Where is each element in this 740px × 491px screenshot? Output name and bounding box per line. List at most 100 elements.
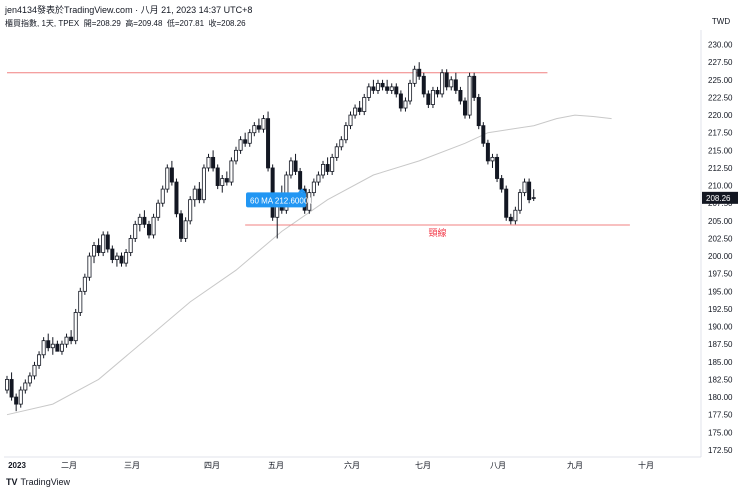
candle-body bbox=[142, 216, 147, 225]
candle-body bbox=[307, 192, 312, 211]
candle-body bbox=[334, 146, 339, 158]
candle-body bbox=[92, 245, 97, 257]
tradingview-brand: TV TradingView bbox=[6, 477, 70, 487]
candle bbox=[124, 249, 129, 267]
price-tick-label: 195.00 bbox=[708, 287, 733, 296]
price-tick-label: 182.50 bbox=[708, 375, 733, 384]
candle-body bbox=[385, 86, 390, 91]
candle bbox=[385, 79, 390, 94]
currency-label[interactable]: TWD bbox=[711, 17, 731, 26]
candle bbox=[206, 153, 211, 172]
candle bbox=[133, 220, 138, 242]
candle-body bbox=[321, 164, 326, 176]
candle-body bbox=[32, 364, 37, 377]
candle-body bbox=[101, 234, 106, 253]
candle-body bbox=[339, 139, 344, 148]
candle-body bbox=[522, 181, 527, 194]
candle bbox=[435, 86, 440, 98]
candle-body bbox=[316, 174, 321, 183]
candle-body bbox=[105, 234, 110, 250]
candle bbox=[156, 199, 161, 221]
candle bbox=[46, 333, 51, 352]
candle-body bbox=[348, 114, 353, 127]
candle bbox=[32, 361, 37, 380]
candle bbox=[87, 252, 92, 281]
candle-body bbox=[64, 336, 69, 345]
candle-body bbox=[435, 90, 440, 95]
candle bbox=[408, 79, 413, 105]
candle bbox=[73, 308, 78, 345]
candle bbox=[78, 287, 83, 316]
candle-body bbox=[389, 86, 394, 91]
candle bbox=[504, 185, 509, 221]
candle-body bbox=[14, 396, 19, 405]
candle bbox=[293, 153, 298, 175]
candle-body bbox=[403, 100, 408, 109]
candle-body bbox=[220, 178, 225, 186]
candle bbox=[183, 217, 188, 242]
candle-body bbox=[9, 379, 14, 398]
price-tick-label: 187.50 bbox=[708, 340, 733, 349]
candle-body bbox=[18, 389, 23, 405]
ma-tooltip-box bbox=[246, 192, 306, 208]
price-tick-label: 200.00 bbox=[708, 252, 733, 261]
last-price-tag: 208.26 bbox=[702, 191, 738, 204]
candlestick-chart[interactable]: 230.00 227.50 225.00 222.50 220.00 217.50 215.… bbox=[0, 0, 740, 474]
candle bbox=[114, 252, 119, 267]
candle bbox=[261, 115, 266, 133]
candle-body bbox=[362, 97, 367, 112]
open-value: 208.29 bbox=[96, 19, 121, 28]
candle bbox=[430, 86, 435, 109]
candle-body bbox=[215, 167, 220, 186]
price-tick-label: 217.50 bbox=[708, 129, 733, 138]
candle-body bbox=[472, 75, 477, 98]
ma-tooltip-text: 60 MA 212.60001 bbox=[250, 196, 313, 205]
candle bbox=[82, 273, 87, 295]
candle-body bbox=[426, 93, 431, 105]
candle-body bbox=[27, 375, 32, 384]
candle-body bbox=[55, 343, 60, 352]
candle-body bbox=[430, 90, 435, 105]
time-tick-label: 八月 bbox=[490, 461, 506, 470]
candle-body bbox=[78, 290, 83, 313]
candle bbox=[495, 153, 500, 183]
candles-layer bbox=[5, 62, 536, 412]
candle bbox=[142, 210, 147, 228]
candle-body bbox=[133, 223, 138, 239]
time-tick-label: 四月 bbox=[204, 461, 220, 470]
candle bbox=[14, 393, 19, 412]
candle bbox=[481, 122, 486, 147]
price-tick-label: 172.50 bbox=[708, 446, 733, 455]
candle bbox=[69, 330, 74, 345]
candle-body bbox=[229, 160, 234, 183]
candle-body bbox=[179, 213, 184, 239]
separator-dot: · bbox=[135, 5, 141, 15]
candle bbox=[50, 337, 55, 355]
price-tick-label: 210.00 bbox=[708, 182, 733, 191]
low-value: 207.81 bbox=[179, 19, 205, 28]
price-tick-label: 215.00 bbox=[708, 146, 733, 155]
candle-body bbox=[380, 82, 385, 88]
candle-body bbox=[261, 118, 266, 130]
chart-header: jen4134發表於TradingView.com · 八月 21, 2023 … bbox=[0, 0, 740, 34]
candle-body bbox=[119, 255, 124, 264]
candle-body bbox=[408, 82, 413, 102]
candle-body bbox=[174, 181, 179, 215]
price-tick-label: 185.00 bbox=[708, 358, 733, 367]
candle-body bbox=[293, 160, 298, 172]
candle bbox=[353, 104, 358, 119]
candle bbox=[92, 241, 97, 264]
candle bbox=[403, 97, 408, 112]
candle-body bbox=[531, 197, 536, 199]
candle bbox=[421, 72, 426, 98]
candle-body bbox=[156, 202, 161, 218]
candle bbox=[527, 178, 532, 204]
candle bbox=[508, 213, 513, 225]
ma-value-tooltip: 60 MA 212.60001 bbox=[246, 188, 313, 208]
candle bbox=[215, 164, 220, 190]
candle-body bbox=[453, 79, 458, 91]
candle bbox=[220, 175, 225, 193]
candle-body bbox=[508, 216, 513, 222]
candle-body bbox=[444, 72, 449, 88]
candle-body bbox=[137, 216, 142, 225]
